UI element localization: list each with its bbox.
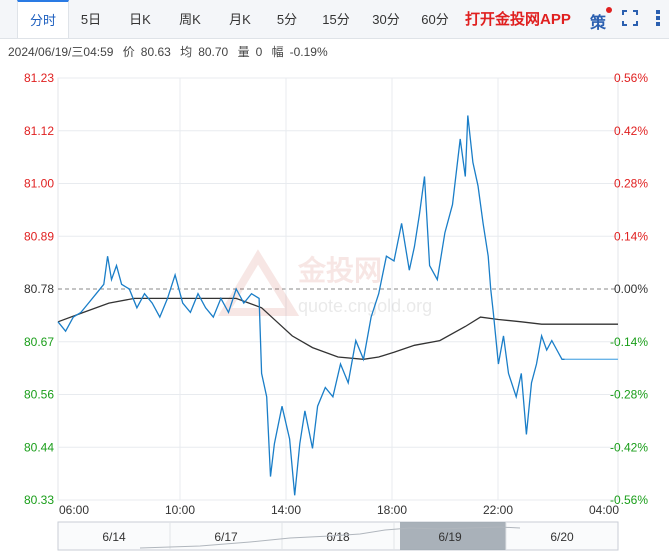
fullscreen-icon[interactable] bbox=[622, 10, 638, 26]
intraday-chart[interactable]: 81.23 0.56% 81.12 0.42% 81.00 0.28% 80.89 0.14%… bbox=[0, 62, 669, 556]
pct-tick-label: 0.28% bbox=[614, 177, 648, 191]
pct-tick-label: -0.56% bbox=[610, 493, 648, 507]
price-line bbox=[57, 115, 565, 496]
y-tick-label: 80.78 bbox=[24, 282, 54, 296]
more-vertical-icon[interactable] bbox=[651, 9, 665, 27]
navigator-selection bbox=[400, 522, 506, 550]
y-tick-label: 80.67 bbox=[24, 335, 54, 349]
tab-60-min[interactable]: 60分 bbox=[421, 12, 449, 27]
open-app-link[interactable]: 打开金投网APP bbox=[465, 11, 571, 28]
avg-value: 80.70 bbox=[198, 45, 229, 59]
tab-daily-k[interactable]: 日K bbox=[129, 12, 151, 27]
x-tick-label: 10:00 bbox=[165, 503, 195, 517]
pct-tick-label: 0.00% bbox=[614, 282, 648, 296]
navigator-date-label: 6/19 bbox=[438, 530, 462, 544]
avg-line bbox=[57, 297, 618, 360]
y-tick-label: 80.44 bbox=[24, 440, 54, 454]
change-value: -0.19% bbox=[289, 45, 328, 59]
notification-dot bbox=[606, 7, 613, 13]
tab-intraday[interactable]: 分时 bbox=[17, 0, 69, 38]
x-tick-label: 22:00 bbox=[483, 503, 513, 517]
pct-tick-label: 0.42% bbox=[614, 124, 648, 138]
watermark: 金投网 quote.cngold.org bbox=[217, 249, 432, 316]
tab-30-min[interactable]: 30分 bbox=[372, 12, 400, 27]
price-value: 80.63 bbox=[140, 45, 171, 59]
tab-5-min[interactable]: 5分 bbox=[276, 12, 298, 27]
y-tick-label: 81.00 bbox=[24, 177, 54, 191]
pct-tick-label: -0.14% bbox=[610, 335, 648, 349]
navigator-date-label: 6/17 bbox=[214, 530, 238, 544]
y-tick-label: 80.33 bbox=[24, 493, 54, 507]
strategy-button[interactable]: 策 bbox=[590, 7, 613, 33]
x-tick-label: 18:00 bbox=[377, 503, 407, 517]
watermark-brand: 金投网 bbox=[297, 254, 382, 286]
pct-tick-label: 0.56% bbox=[614, 71, 648, 85]
tab-weekly-k[interactable]: 周K bbox=[179, 12, 201, 27]
tab-15-min[interactable]: 15分 bbox=[322, 12, 350, 27]
navigator-date-label: 6/20 bbox=[550, 530, 574, 544]
tab-monthly-k[interactable]: 月K bbox=[229, 12, 251, 27]
navigator-date-label: 6/18 bbox=[326, 530, 350, 544]
period-tab-bar: 分时 5日 日K 周K 月K 5分 15分 30分 60分 打开金投网APP 策 bbox=[0, 0, 669, 39]
quote-datetime: 2024/06/19/三04:59 bbox=[8, 45, 114, 59]
price-label: 价 bbox=[122, 45, 135, 59]
pct-tick-label: 0.14% bbox=[614, 229, 648, 243]
y-tick-label: 81.12 bbox=[24, 124, 54, 138]
x-tick-label: 04:00 bbox=[589, 503, 619, 517]
x-tick-label: 06:00 bbox=[59, 503, 89, 517]
navigator-trace bbox=[139, 526, 521, 549]
navigator-frame bbox=[57, 521, 619, 551]
x-tick-label: 14:00 bbox=[271, 503, 301, 517]
tab-5-day[interactable]: 5日 bbox=[80, 12, 102, 27]
watermark-logo bbox=[217, 249, 300, 316]
pct-tick-label: -0.42% bbox=[610, 440, 648, 454]
change-label: 幅 bbox=[271, 45, 284, 59]
pct-tick-label: -0.28% bbox=[610, 388, 648, 402]
navigator-date-label: 6/14 bbox=[102, 530, 126, 544]
strategy-label: 策 bbox=[590, 15, 607, 32]
avg-label: 均 bbox=[180, 45, 193, 59]
watermark-url: quote.cngold.org bbox=[298, 296, 432, 316]
y-tick-label: 81.23 bbox=[24, 71, 54, 85]
y-tick-label: 80.89 bbox=[24, 229, 54, 243]
y-tick-label: 80.56 bbox=[24, 388, 54, 402]
volume-value: 0 bbox=[255, 45, 263, 59]
volume-label: 量 bbox=[237, 45, 250, 59]
